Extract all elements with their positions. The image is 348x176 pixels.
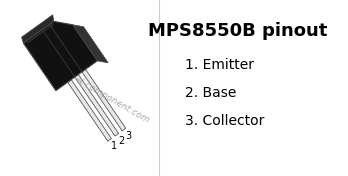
- Text: 1. Emitter: 1. Emitter: [185, 58, 254, 72]
- Text: MPS8550B pinout: MPS8550B pinout: [148, 22, 327, 40]
- Polygon shape: [82, 69, 126, 131]
- Text: 3. Collector: 3. Collector: [185, 114, 264, 128]
- Polygon shape: [23, 21, 97, 91]
- Text: el-component.com: el-component.com: [73, 75, 151, 125]
- Text: 3: 3: [125, 131, 132, 141]
- Polygon shape: [22, 15, 54, 43]
- Text: 2: 2: [118, 136, 124, 146]
- Polygon shape: [73, 25, 108, 63]
- Text: 1: 1: [111, 142, 117, 152]
- Text: 2. Base: 2. Base: [185, 86, 236, 100]
- Polygon shape: [68, 80, 111, 141]
- Polygon shape: [75, 74, 119, 136]
